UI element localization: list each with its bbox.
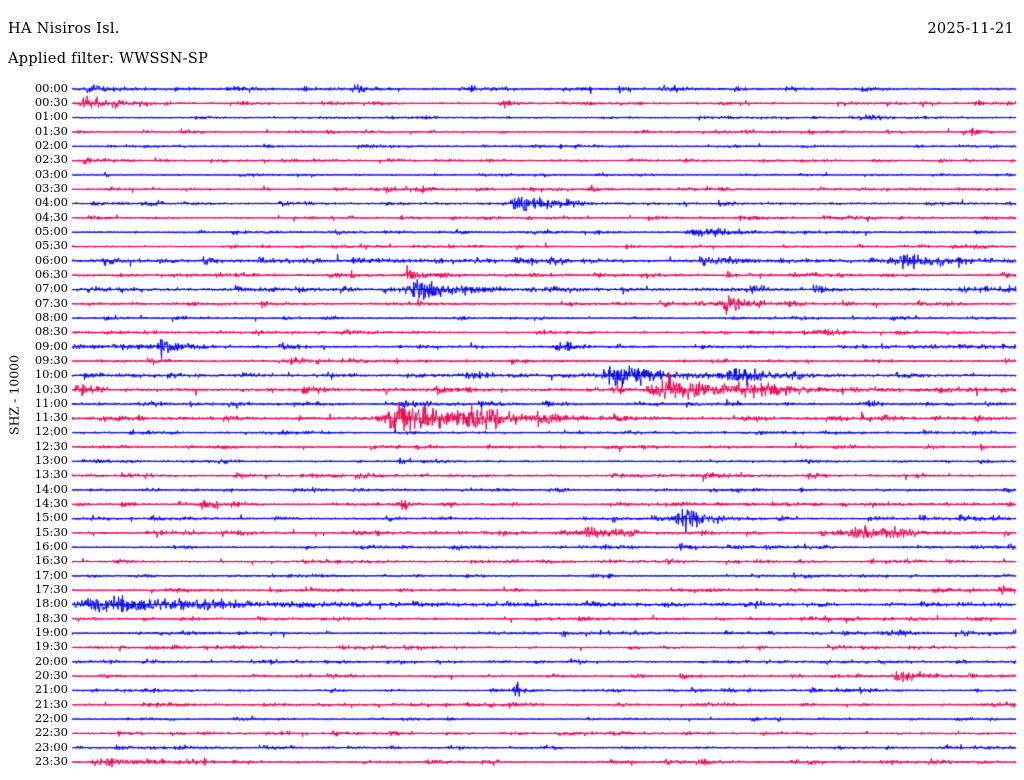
helicorder-plot: HA Nisiros Isl. Applied filter: WWSSN-SP… (0, 0, 1024, 780)
seismogram-traces (0, 0, 1024, 780)
